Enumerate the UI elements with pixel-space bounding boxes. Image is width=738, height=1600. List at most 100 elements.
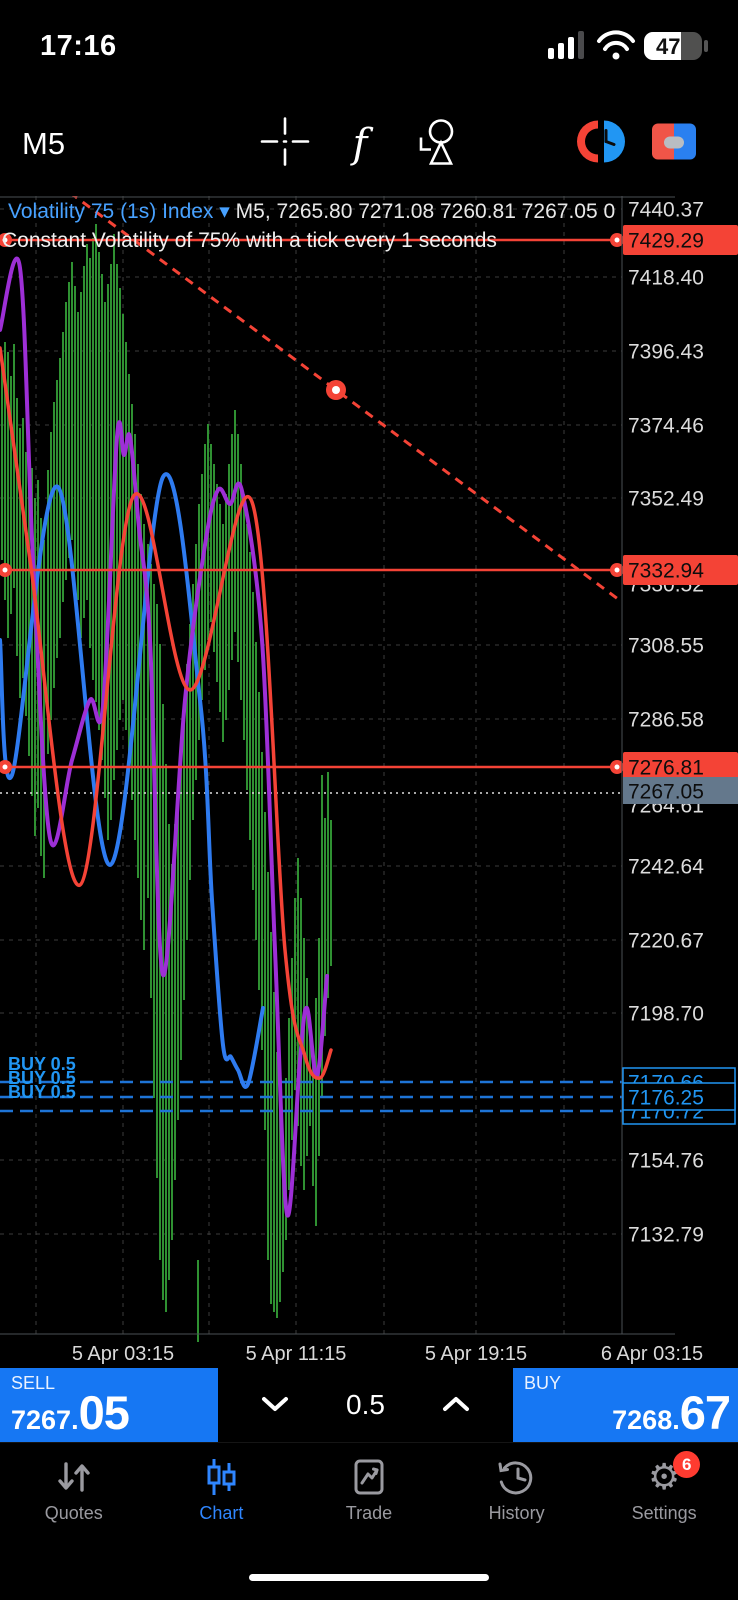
time-axis-label: 5 Apr 03:15	[72, 1343, 174, 1365]
chevron-down-icon	[262, 1396, 288, 1411]
sell-label: SELL	[11, 1373, 56, 1393]
history-clock-icon	[495, 1459, 539, 1495]
trendline[interactable]	[56, 181, 623, 604]
svg-text:7132.79: 7132.79	[628, 1224, 704, 1247]
ma-red-line	[0, 346, 333, 1080]
horizontal-level-line[interactable]	[0, 760, 624, 774]
bottom-navigation: Quotes Chart Trade	[0, 1442, 738, 1573]
price-axis-label: 7242.64	[628, 856, 704, 879]
price-axis-label: 7332.94	[623, 555, 738, 585]
trade-chart-icon	[347, 1459, 391, 1495]
nav-label: History	[488, 1503, 545, 1523]
time-axis-label: 6 Apr 03:15	[601, 1343, 703, 1365]
objects-button[interactable]	[411, 114, 463, 175]
svg-text:7374.46: 7374.46	[628, 415, 704, 438]
price-axis-label: 7308.55	[628, 635, 704, 658]
battery-icon: 47	[644, 32, 708, 60]
price-axis-label: 7429.29	[623, 225, 738, 255]
svg-text:7286.58: 7286.58	[628, 709, 704, 732]
candles-layer	[1, 224, 332, 1342]
svg-text:7267.05: 7267.05	[628, 781, 704, 804]
price-axis-label: 7276.81	[623, 752, 738, 782]
ma-purple-line	[0, 256, 329, 1218]
buy-label: BUY	[524, 1373, 562, 1393]
status-time: 17:16	[40, 29, 117, 62]
svg-text:7429.29: 7429.29	[628, 230, 704, 253]
trendline-handle[interactable]	[326, 380, 346, 400]
buy-button[interactable]: BUY 7268. 67	[513, 1368, 738, 1442]
plot-border	[0, 196, 675, 1335]
volume-value[interactable]: 0.5	[346, 1389, 385, 1420]
buy-price: 7268. 67	[612, 1386, 731, 1439]
svg-text:7154.76: 7154.76	[628, 1150, 704, 1173]
chevron-up-icon	[443, 1396, 469, 1411]
horizontal-level-line[interactable]	[0, 563, 624, 577]
nav-label: Chart	[199, 1503, 244, 1523]
horizontal-level-line[interactable]	[0, 233, 624, 247]
nav-item-chart[interactable]: Chart	[148, 1443, 296, 1573]
svg-text:47: 47	[656, 34, 680, 59]
price-axis-label: 7418.40	[628, 267, 704, 290]
time-axis-label: 5 Apr 11:15	[246, 1343, 347, 1365]
notification-badge: 6	[673, 1451, 701, 1478]
chart-candles-icon	[199, 1459, 243, 1495]
nav-label: Quotes	[44, 1503, 103, 1523]
chart-symbol-header[interactable]: Volatility 75 (1s) Index ▾ M5, 7265.80 7…	[8, 200, 615, 223]
price-axis-label: 7374.46	[628, 415, 704, 438]
crosshair-icon	[260, 117, 310, 166]
price-axis-label: 7176.25	[622, 1082, 736, 1111]
buy-position-label: BUY 0.5	[8, 1054, 76, 1074]
svg-text:7308.55: 7308.55	[628, 635, 704, 658]
nav-item-trade[interactable]: Trade	[295, 1443, 443, 1573]
price-axis-label: 7286.58	[628, 709, 704, 732]
pie-clock-icon	[577, 120, 625, 163]
signal-strength-icon	[548, 31, 584, 59]
volume-stepper: 0.5	[218, 1368, 513, 1442]
svg-text:7176.25: 7176.25	[628, 1087, 704, 1110]
split-panel-icon	[652, 123, 696, 160]
nav-item-settings[interactable]: ⚙ 6 Settings	[590, 1443, 738, 1573]
nav-item-quotes[interactable]: Quotes	[0, 1443, 148, 1573]
buy-position-label: BUY 0.5	[8, 1068, 76, 1088]
chart-toolbar: M5 f	[0, 92, 738, 196]
nav-item-history[interactable]: History	[443, 1443, 591, 1573]
home-indicator[interactable]	[249, 1574, 489, 1581]
price-axis-label: 7440.37	[628, 199, 704, 222]
price-axis-label: 7352.49	[628, 488, 704, 511]
buy-position-label: BUY 0.5	[8, 1082, 76, 1102]
volume-increase-button[interactable]	[435, 1389, 477, 1422]
svg-text:7396.43: 7396.43	[628, 341, 704, 364]
svg-text:7242.64: 7242.64	[628, 856, 704, 879]
price-axis-label: 7220.67	[628, 930, 704, 953]
objects-icon	[419, 119, 454, 165]
status-icons: 47	[548, 30, 708, 60]
symbol-description: Constant Volatility of 75% with a tick e…	[2, 229, 497, 252]
wifi-icon	[597, 30, 635, 60]
price-axis-label: 7198.70	[628, 1003, 704, 1026]
svg-text:7440.37: 7440.37	[628, 199, 704, 222]
price-axis-label: 7132.79	[628, 1224, 704, 1247]
price-chart[interactable]: 7440.37 7429.29 7418.40 7396.43 7374.46 7352.…	[0, 181, 738, 1368]
price-axis-label: 7267.05	[623, 777, 738, 804]
svg-text:7198.70: 7198.70	[628, 1003, 704, 1026]
price-axis-label: 7396.43	[628, 341, 704, 364]
svg-text:7352.49: 7352.49	[628, 488, 704, 511]
indicator-f-icon: f	[352, 121, 368, 167]
crosshair-button[interactable]	[259, 116, 311, 173]
one-click-trade-panel: SELL 7267. 05 0.5 BUY 7268. 67	[0, 1368, 738, 1442]
sell-price: 7267. 05	[11, 1386, 130, 1439]
sell-button[interactable]: SELL 7267. 05	[0, 1368, 218, 1442]
quotes-arrows-icon	[52, 1459, 96, 1495]
chart-area[interactable]: 7440.37 7429.29 7418.40 7396.43 7374.46 7352.…	[0, 181, 738, 1368]
time-axis-label: 5 Apr 19:15	[425, 1343, 527, 1365]
status-bar: 17:16 47	[0, 0, 738, 92]
indicators-button[interactable]: f	[353, 124, 368, 164]
timeframe-button[interactable]: M5	[22, 126, 66, 161]
svg-text:7332.94: 7332.94	[628, 560, 704, 583]
trade-panel-toggle-button[interactable]	[650, 120, 698, 169]
svg-text:7276.81: 7276.81	[628, 757, 704, 780]
market-depth-button[interactable]	[575, 116, 627, 173]
price-axis-label: 7154.76	[628, 1150, 704, 1173]
volume-decrease-button[interactable]	[254, 1389, 296, 1422]
